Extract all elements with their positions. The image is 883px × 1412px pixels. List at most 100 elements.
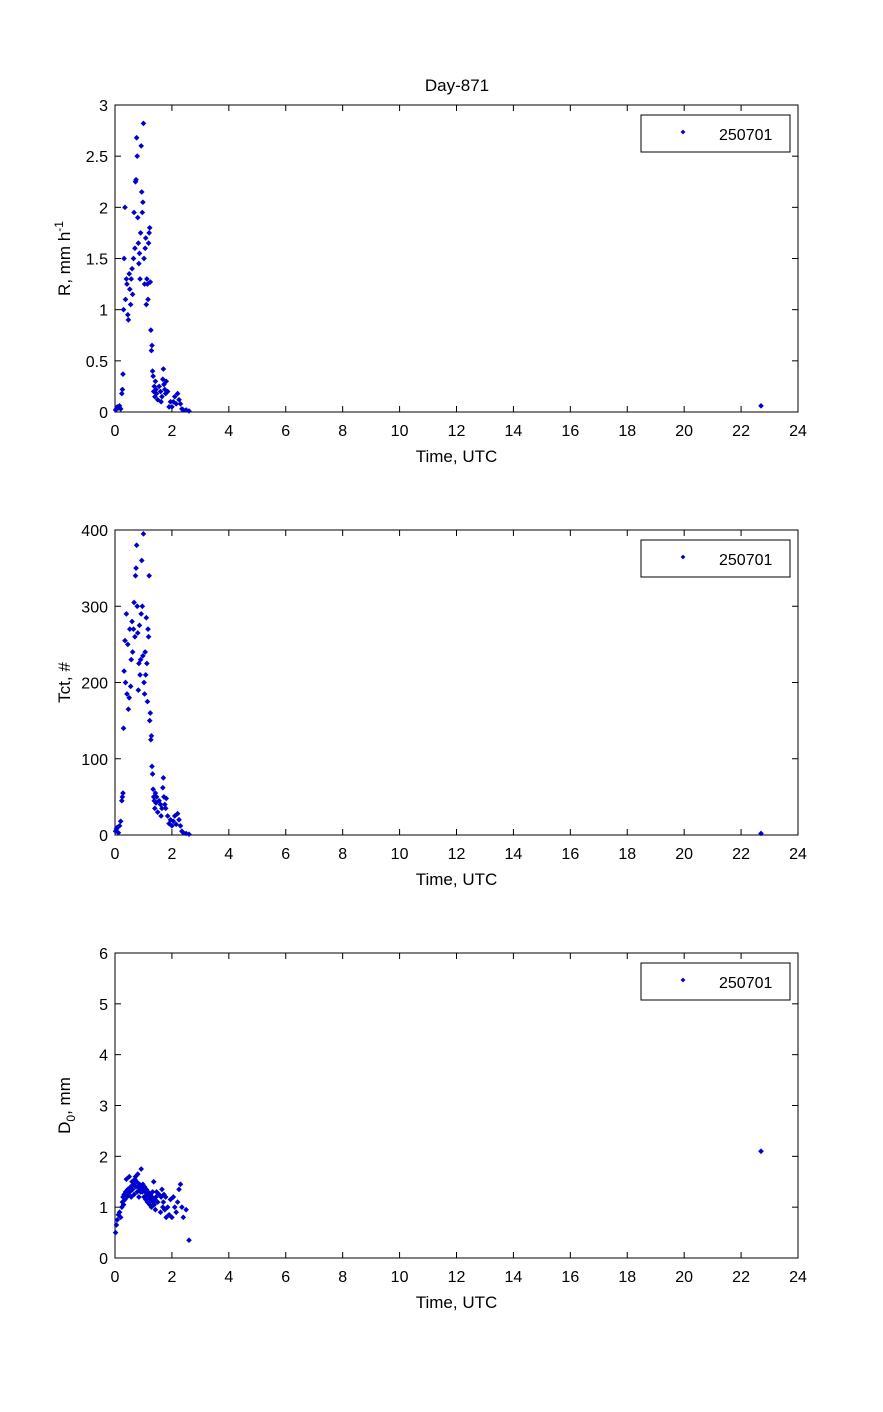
data-point bbox=[156, 797, 162, 804]
data-point bbox=[129, 1186, 136, 1193]
data-point bbox=[137, 230, 144, 236]
legend: 250701 bbox=[640, 539, 791, 578]
y-tick-label: 0 bbox=[99, 828, 108, 845]
data-point bbox=[131, 1191, 137, 1198]
data-point bbox=[148, 733, 155, 739]
y-tick-label: 300 bbox=[81, 599, 108, 616]
data-point bbox=[758, 830, 764, 837]
data-point bbox=[132, 245, 138, 252]
x-tick-label: 12 bbox=[448, 423, 466, 440]
x-tick-label: 0 bbox=[111, 1269, 120, 1286]
data-point bbox=[135, 240, 142, 246]
data-point bbox=[117, 1214, 124, 1221]
legend-entry-label: 250701 bbox=[719, 975, 772, 992]
data-point bbox=[137, 672, 143, 678]
data-point bbox=[128, 1194, 135, 1200]
legend-marker bbox=[680, 554, 686, 560]
data-point bbox=[154, 1199, 161, 1205]
y-tick-label: 200 bbox=[81, 676, 108, 693]
x-tick-label: 6 bbox=[281, 423, 290, 440]
x-tick-label: 12 bbox=[448, 1269, 466, 1286]
data-point bbox=[157, 1209, 164, 1216]
data-point bbox=[147, 279, 154, 285]
x-tick-label: 10 bbox=[391, 423, 409, 440]
legend-marker bbox=[680, 129, 686, 135]
data-point bbox=[148, 327, 154, 333]
data-point bbox=[124, 691, 130, 697]
data-point bbox=[141, 255, 147, 262]
data-point bbox=[136, 250, 143, 257]
data-point bbox=[151, 1201, 158, 1208]
x-tick-label: 16 bbox=[561, 846, 579, 863]
data-point bbox=[147, 710, 154, 716]
x-tick-label: 6 bbox=[281, 1269, 290, 1286]
data-point bbox=[161, 801, 168, 808]
x-tick-label: 6 bbox=[281, 846, 290, 863]
y-tick-label: 2 bbox=[99, 1149, 108, 1166]
data-point bbox=[159, 376, 166, 383]
data-point bbox=[159, 1186, 165, 1193]
data-point bbox=[148, 736, 154, 743]
y-axis-label-superscript: -1 bbox=[52, 221, 66, 232]
data-point bbox=[169, 404, 175, 410]
data-point bbox=[134, 1171, 141, 1177]
data-point bbox=[177, 1181, 184, 1188]
data-point bbox=[127, 683, 134, 690]
data-point bbox=[123, 611, 130, 617]
x-tick-label: 24 bbox=[789, 423, 807, 440]
data-point bbox=[138, 611, 145, 617]
data-point bbox=[127, 301, 134, 308]
data-point bbox=[134, 630, 141, 636]
data-point bbox=[159, 805, 165, 812]
x-tick-label: 18 bbox=[618, 846, 636, 863]
data-point bbox=[121, 668, 127, 674]
x-tick-label: 14 bbox=[505, 423, 523, 440]
data-point bbox=[153, 794, 160, 800]
y-tick-label: 1 bbox=[99, 1200, 108, 1217]
data-point bbox=[167, 816, 174, 823]
x-tick-label: 22 bbox=[732, 846, 750, 863]
data-point bbox=[179, 1204, 185, 1210]
data-point bbox=[126, 1189, 133, 1195]
data-point bbox=[146, 717, 153, 724]
data-point bbox=[132, 633, 138, 640]
y-tick-label: 0.5 bbox=[86, 354, 108, 371]
data-point bbox=[121, 255, 127, 262]
x-tick-label: 8 bbox=[338, 1269, 347, 1286]
data-point bbox=[177, 400, 184, 407]
data-point bbox=[122, 296, 129, 303]
data-point bbox=[173, 1209, 180, 1216]
y-tick-label: 2.5 bbox=[86, 149, 108, 166]
data-point bbox=[128, 656, 135, 663]
x-tick-label: 24 bbox=[789, 1269, 807, 1286]
data-point bbox=[186, 1237, 192, 1244]
data-point bbox=[141, 691, 148, 697]
data-point bbox=[116, 823, 123, 829]
data-point bbox=[113, 1222, 120, 1228]
data-point bbox=[133, 1178, 140, 1185]
data-point bbox=[138, 1166, 145, 1172]
panel-1: 0 2 4 6 8 10 12 14 16 18 20 22 2400.511.522.53Time, … bbox=[52, 98, 807, 466]
x-tick-label: 4 bbox=[224, 1269, 233, 1286]
x-tick-label: 14 bbox=[505, 846, 523, 863]
data-point bbox=[148, 347, 155, 354]
data-point bbox=[138, 189, 145, 195]
data-point bbox=[166, 820, 172, 827]
y-tick-label: 6 bbox=[99, 946, 108, 963]
data-point bbox=[164, 1204, 171, 1210]
data-point bbox=[137, 656, 144, 663]
data-point bbox=[157, 388, 164, 395]
data-point bbox=[138, 143, 145, 149]
data-point bbox=[152, 378, 159, 385]
data-point bbox=[120, 306, 127, 313]
legend-box bbox=[640, 539, 791, 578]
data-point bbox=[163, 378, 170, 385]
data-point bbox=[146, 572, 152, 579]
data-point bbox=[117, 818, 124, 825]
x-tick-label: 18 bbox=[618, 423, 636, 440]
legend-marker bbox=[680, 977, 686, 983]
x-tick-label: 4 bbox=[224, 423, 233, 440]
data-point bbox=[180, 1214, 187, 1221]
legend-entry-label: 250701 bbox=[719, 127, 772, 144]
y-tick-label: 0 bbox=[99, 1251, 108, 1268]
